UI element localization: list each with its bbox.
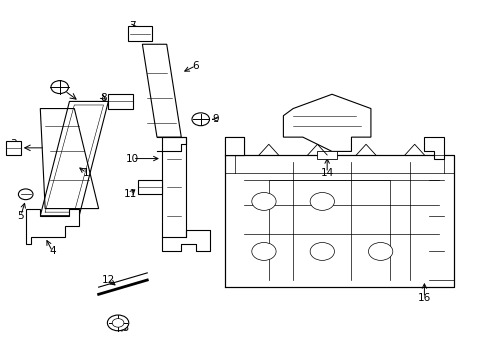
Text: 12: 12	[102, 275, 115, 285]
Bar	[127, 26, 152, 41]
Polygon shape	[224, 137, 244, 155]
Polygon shape	[424, 137, 443, 158]
Polygon shape	[26, 208, 79, 244]
Text: 11: 11	[123, 189, 137, 199]
Polygon shape	[40, 102, 108, 216]
Text: 7: 7	[129, 21, 136, 31]
Text: 16: 16	[417, 293, 430, 303]
Circle shape	[251, 193, 276, 210]
Bar	[317, 152, 336, 158]
Text: 14: 14	[320, 168, 333, 178]
Circle shape	[112, 319, 123, 327]
Polygon shape	[108, 94, 132, 109]
Circle shape	[51, 81, 68, 94]
Circle shape	[192, 113, 209, 126]
Text: 8: 8	[100, 93, 106, 103]
Text: 9: 9	[212, 114, 218, 124]
Circle shape	[368, 243, 392, 260]
Text: 15: 15	[431, 143, 445, 153]
Circle shape	[251, 243, 276, 260]
Text: 2: 2	[56, 80, 63, 90]
Text: 5: 5	[18, 211, 24, 221]
Polygon shape	[224, 155, 453, 287]
Bar	[6, 141, 21, 155]
Circle shape	[309, 193, 334, 210]
Circle shape	[107, 315, 128, 331]
Text: 10: 10	[126, 154, 139, 163]
Text: 3: 3	[10, 139, 17, 149]
Text: 4: 4	[49, 247, 56, 256]
Text: 13: 13	[116, 323, 129, 333]
Text: 1: 1	[83, 168, 90, 178]
Circle shape	[19, 189, 33, 200]
Text: 6: 6	[192, 61, 199, 71]
Circle shape	[309, 243, 334, 260]
Polygon shape	[137, 180, 162, 194]
